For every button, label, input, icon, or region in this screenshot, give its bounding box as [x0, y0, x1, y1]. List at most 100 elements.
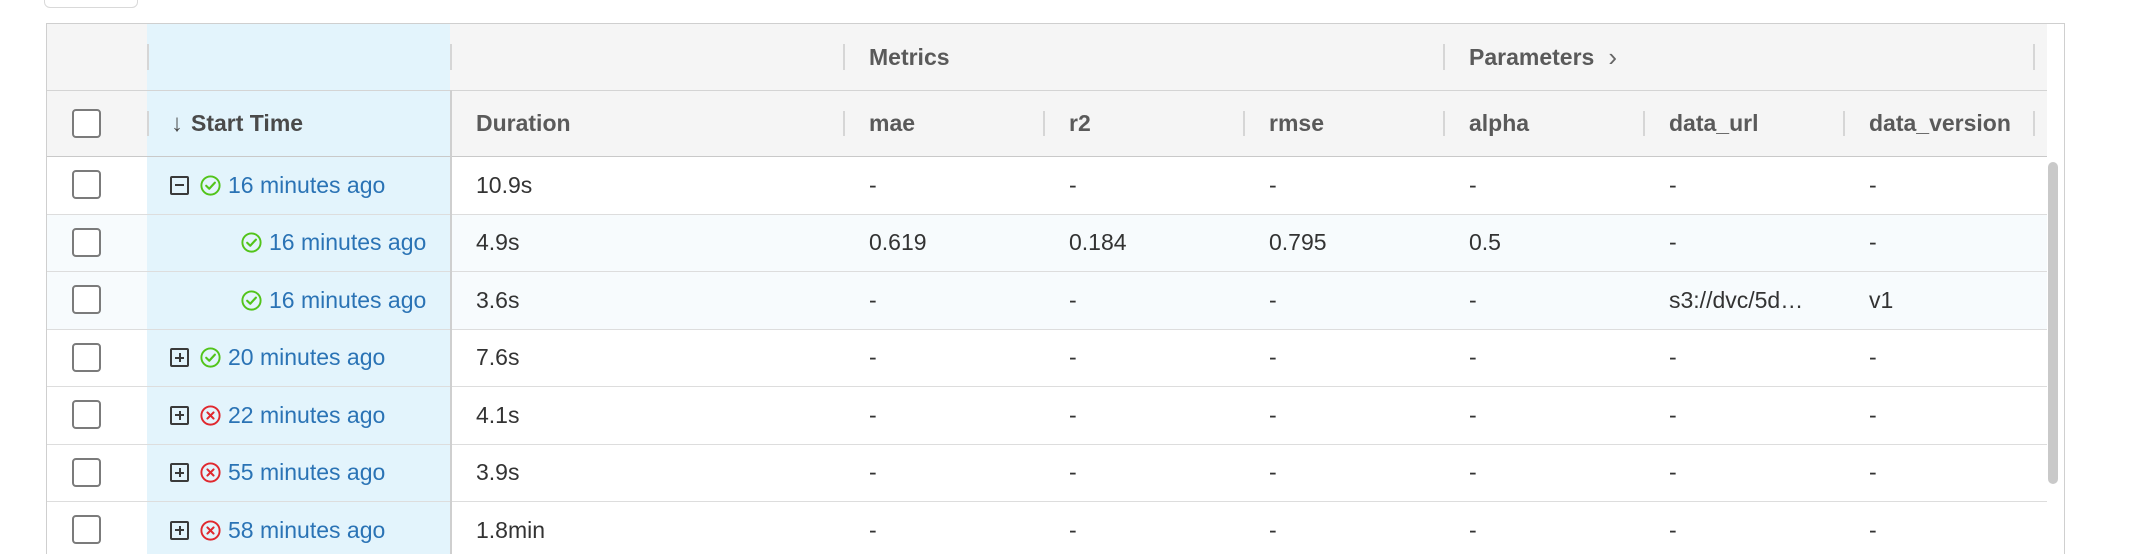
success-check-icon	[241, 290, 262, 311]
row-checkbox[interactable]	[72, 285, 101, 314]
toolbar-tab-stub	[44, 0, 138, 8]
duration-cell: 1.8min	[476, 516, 546, 543]
run-name-link[interactable]: 55 minutes ago	[228, 459, 386, 486]
start-time-cell: 22 minutes ago	[147, 387, 450, 444]
failed-x-icon	[200, 405, 221, 426]
row-checkbox[interactable]	[72, 170, 101, 199]
data-version-cell: -	[1869, 459, 1877, 486]
data-url-cell: -	[1669, 229, 1677, 256]
row-checkbox[interactable]	[72, 515, 101, 544]
success-check-icon	[241, 232, 262, 253]
mae-cell: -	[869, 286, 877, 313]
data-url-cell: s3://dvc/5d…	[1669, 286, 1804, 313]
metrics-group-header: Metrics	[843, 24, 1443, 90]
r2-cell: -	[1069, 401, 1077, 428]
data-version-cell: -	[1869, 344, 1877, 371]
start-time-header-label: Start Time	[191, 110, 304, 136]
mae-cell: -	[869, 401, 877, 428]
start-time-header[interactable]: ↓ Start Time	[147, 91, 450, 156]
data-version-header[interactable]: data_version	[1843, 91, 2033, 156]
r2-cell: -	[1069, 459, 1077, 486]
table-row[interactable]: 16 minutes ago 4.9s 0.619 0.184 0.795 0.…	[47, 214, 2047, 272]
alpha-cell: -	[1469, 286, 1477, 313]
mae-header[interactable]: mae	[843, 91, 1043, 156]
data-version-cell: v1	[1869, 286, 1894, 313]
start-time-cell: 55 minutes ago	[147, 444, 450, 501]
duration-cell: 3.6s	[476, 286, 520, 313]
row-checkbox[interactable]	[72, 457, 101, 487]
rmse-cell: -	[1269, 286, 1277, 313]
data-url-cell: -	[1669, 344, 1677, 371]
row-checkbox[interactable]	[72, 400, 101, 429]
r2-cell: 0.184	[1069, 229, 1127, 256]
data-version-header-label: data_version	[1869, 110, 2011, 136]
table-row[interactable]: 16 minutes ago 10.9s - - - - - -	[47, 157, 2047, 215]
run-name-link[interactable]: 16 minutes ago	[269, 229, 427, 256]
row-checkbox[interactable]	[72, 342, 101, 372]
collapse-minus-icon[interactable]	[170, 175, 189, 195]
expand-plus-icon[interactable]	[170, 463, 189, 483]
chevron-right-icon[interactable]: ›	[1608, 41, 1617, 72]
vertical-scrollbar[interactable]	[2048, 162, 2058, 484]
table-row[interactable]: 58 minutes ago 1.8min - - - - - -	[47, 502, 2047, 554]
failed-x-icon	[200, 520, 221, 541]
data-version-cell: -	[1869, 401, 1877, 428]
run-name-link[interactable]: 22 minutes ago	[228, 401, 386, 428]
alpha-header[interactable]: alpha	[1443, 91, 1643, 156]
run-name-link[interactable]: 20 minutes ago	[228, 344, 386, 371]
r2-cell: -	[1069, 286, 1077, 313]
alpha-cell: -	[1469, 516, 1477, 543]
table-row[interactable]: 55 minutes ago 3.9s - - - - - -	[47, 444, 2047, 502]
expand-plus-icon[interactable]	[170, 405, 189, 425]
rmse-header[interactable]: rmse	[1243, 91, 1443, 156]
select-all-checkbox[interactable]	[72, 109, 101, 138]
parameters-group-label: Parameters	[1469, 43, 1595, 70]
rmse-cell: -	[1269, 516, 1277, 543]
duration-cell: 10.9s	[476, 171, 533, 198]
data-version-cell: -	[1869, 516, 1877, 543]
duration-cell: 7.6s	[476, 344, 520, 371]
column-header-row: ↓ Start Time Duration mae r2 rmse alpha	[47, 91, 2047, 157]
r2-cell: -	[1069, 344, 1077, 371]
start-time-cell: 16 minutes ago	[147, 272, 450, 329]
start-time-cell: 58 minutes ago	[147, 502, 450, 554]
rmse-cell: -	[1269, 401, 1277, 428]
alpha-cell: -	[1469, 344, 1477, 371]
data-url-cell: -	[1669, 459, 1677, 486]
metrics-group-label: Metrics	[869, 43, 950, 70]
mae-cell: -	[869, 459, 877, 486]
expand-plus-icon[interactable]	[170, 520, 189, 540]
duration-cell: 3.9s	[476, 459, 520, 486]
data-version-cell: -	[1869, 171, 1877, 198]
table-row[interactable]: 16 minutes ago 3.6s - - - - s3://dvc/5d……	[47, 272, 2047, 330]
alpha-header-label: alpha	[1469, 110, 1530, 136]
rmse-cell: 0.795	[1269, 229, 1327, 256]
start-time-cell: 20 minutes ago	[147, 329, 450, 386]
run-name-link[interactable]: 16 minutes ago	[269, 286, 427, 313]
run-name-link[interactable]: 58 minutes ago	[228, 516, 386, 543]
table-row[interactable]: 20 minutes ago 7.6s - - - - - -	[47, 329, 2047, 387]
duration-header-label: Duration	[476, 110, 571, 136]
rmse-cell: -	[1269, 344, 1277, 371]
expand-plus-icon[interactable]	[170, 348, 189, 368]
data-url-cell: -	[1669, 171, 1677, 198]
r2-header[interactable]: r2	[1043, 91, 1243, 156]
success-check-icon	[200, 175, 221, 196]
alpha-cell: -	[1469, 171, 1477, 198]
parameters-group-header[interactable]: Parameters ›	[1443, 24, 2033, 90]
mae-header-label: mae	[869, 110, 916, 136]
duration-cell: 4.9s	[476, 229, 520, 256]
mae-cell: -	[869, 344, 877, 371]
rmse-header-label: rmse	[1269, 110, 1324, 136]
sort-descending-icon[interactable]: ↓	[171, 109, 183, 137]
data-url-header[interactable]: data_url	[1643, 91, 1843, 156]
run-name-link[interactable]: 16 minutes ago	[228, 171, 386, 198]
start-time-group-cell	[147, 24, 450, 90]
table-row[interactable]: 22 minutes ago 4.1s - - - - - -	[47, 387, 2047, 445]
failed-x-icon	[200, 462, 221, 483]
data-url-header-label: data_url	[1669, 110, 1759, 136]
duration-header[interactable]: Duration	[450, 91, 610, 156]
rmse-cell: -	[1269, 171, 1277, 198]
group-header-row: Metrics Parameters ›	[47, 24, 2047, 91]
row-checkbox[interactable]	[72, 227, 101, 257]
